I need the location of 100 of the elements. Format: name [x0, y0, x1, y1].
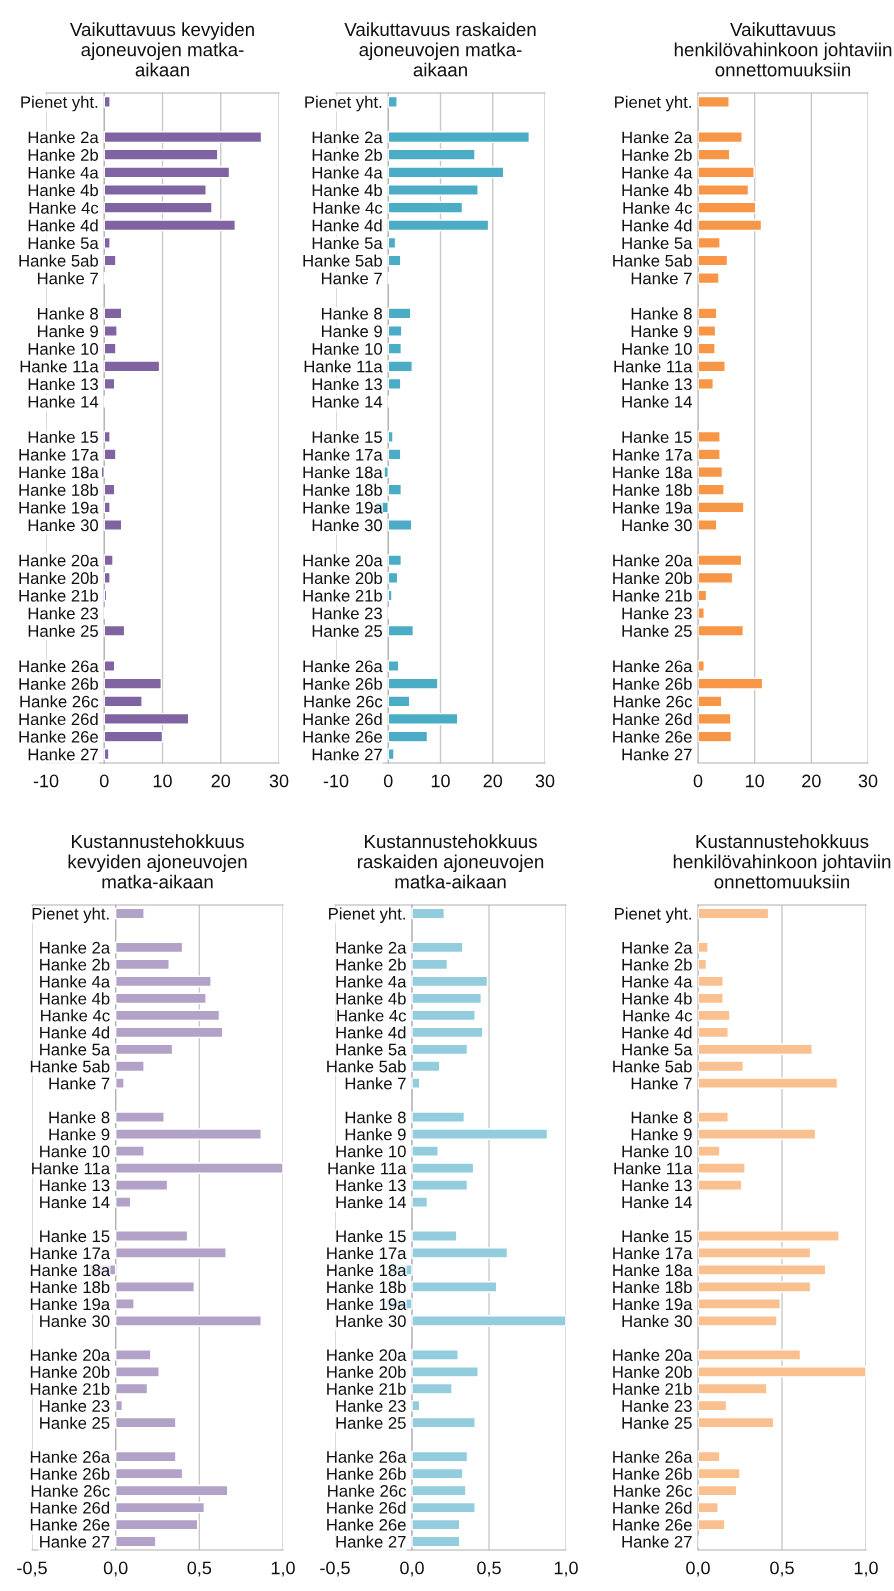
- y-tick-label: Hanke 10: [28, 342, 99, 355]
- y-tick-label: Hanke 27: [622, 748, 692, 761]
- y-tick-label: Hanke 13: [622, 377, 692, 391]
- y-tick-label: Hanke 4a: [28, 166, 99, 179]
- y-tick-label: Hanke 18a: [613, 1263, 693, 1277]
- y-tick-label: Hanke 5a: [40, 1043, 111, 1056]
- y-tick-label: Hanke 26b: [327, 1467, 406, 1480]
- y-tick-label: Hanke 11a: [614, 360, 693, 373]
- y-tick-label: Hanke 18b: [303, 483, 382, 496]
- x-tick-label: 0: [693, 774, 703, 788]
- y-tick-label: Hanke 21b: [19, 589, 98, 602]
- y-tick-label: Hanke 18b: [613, 483, 692, 496]
- y-tick-label: Hanke 20b: [327, 1365, 406, 1378]
- y-tick-label: Hanke 26c: [31, 1484, 110, 1497]
- y-tick-label: Hanke 11a: [32, 1162, 111, 1175]
- y-tick-label: Hanke 26b: [30, 1467, 110, 1480]
- x-tick-label: 1,0: [271, 1561, 295, 1577]
- y-tick-label: Hanke 25: [336, 1416, 406, 1429]
- y-tick-label: Hanke 18b: [30, 1280, 110, 1294]
- y-tick-label: Hanke 20b: [613, 1365, 692, 1378]
- y-tick-label: Hanke 9: [321, 324, 382, 338]
- y-tick-label: Hanke 26d: [30, 1501, 110, 1514]
- x-tick-label: 20: [483, 774, 503, 788]
- x-tick-label: 0: [99, 774, 109, 788]
- x-tick-label: 0,5: [770, 1561, 794, 1577]
- y-tick-label: Hanke 4c: [313, 201, 383, 214]
- y-tick-label: Hanke 14: [40, 1196, 110, 1209]
- y-tick-label: Hanke 20b: [19, 571, 98, 585]
- y-tick-label: Hanke 27: [28, 748, 98, 761]
- y-tick-label: Hanke 2b: [28, 148, 98, 161]
- x-tick-label: 30: [858, 774, 878, 788]
- y-tick-label: Hanke 18a: [327, 1263, 407, 1277]
- y-tick-label: Hanke 10: [622, 342, 692, 355]
- y-tick-label: Hanke 2b: [312, 148, 382, 161]
- y-tick-label: Hanke 4c: [41, 1009, 110, 1022]
- y-tick-label: Hanke 15: [622, 430, 692, 444]
- y-tick-label: Hanke 7: [631, 272, 692, 285]
- y-tick-label: Hanke 20a: [19, 554, 99, 567]
- y-tick-label: Hanke 21b: [303, 589, 382, 602]
- y-tick-label: Pienet yht.: [329, 907, 405, 923]
- y-tick-label: Hanke 2b: [622, 148, 692, 161]
- y-tick-label: Hanke 4b: [28, 183, 98, 197]
- y-tick-label: Hanke 5ab: [613, 254, 692, 267]
- y-tick-label: Hanke 26b: [613, 677, 692, 690]
- x-tick-label: 10: [746, 774, 764, 788]
- y-tick-label: Hanke 4a: [622, 166, 693, 179]
- y-tick-label: Hanke 26a: [327, 1450, 407, 1463]
- y-tick-label: Hanke 4b: [40, 992, 110, 1005]
- y-tick-label: Hanke 2a: [28, 131, 99, 144]
- y-tick-label: Hanke 4c: [29, 201, 99, 214]
- x-tick-label: 0: [383, 774, 393, 788]
- y-tick-label: Hanke 8: [49, 1111, 110, 1124]
- x-tick-label: 30: [535, 774, 555, 788]
- y-tick-label: Hanke 26d: [19, 712, 98, 726]
- y-tick-label: Hanke 30: [28, 518, 99, 532]
- y-tick-label: Hanke 10: [622, 1145, 692, 1158]
- y-tick-label: Hanke 9: [345, 1128, 406, 1141]
- y-tick-label: Hanke 11a: [328, 1162, 407, 1175]
- y-tick-label: Hanke 19a: [613, 1297, 693, 1311]
- y-tick-label: Hanke 17a: [19, 448, 99, 461]
- y-tick-label: Hanke 2a: [336, 941, 407, 954]
- y-tick-label: Hanke 13: [336, 1179, 406, 1192]
- y-tick-label: Hanke 20b: [303, 571, 382, 585]
- y-tick-label: Hanke 30: [336, 1314, 406, 1328]
- y-tick-label: Hanke 27: [336, 1535, 406, 1548]
- y-tick-label: Hanke 7: [345, 1077, 406, 1090]
- y-tick-label: Hanke 4d: [40, 1026, 110, 1039]
- x-tick-label: 0,0: [103, 1561, 128, 1577]
- y-tick-label: Hanke 11a: [20, 360, 99, 373]
- y-tick-label: Hanke 26a: [613, 1450, 693, 1463]
- chart-title: Vaikuttavuus raskaiden ajoneuvojen matka- aikaan: [344, 22, 536, 77]
- y-tick-label: Hanke 4d: [622, 1026, 692, 1039]
- y-tick-label: Hanke 5a: [312, 236, 383, 250]
- y-tick-label: Hanke 27: [312, 748, 382, 761]
- y-tick-label: Hanke 2a: [622, 131, 693, 144]
- y-tick-label: Hanke 7: [37, 272, 98, 285]
- y-tick-label: Hanke 26b: [303, 677, 382, 690]
- y-tick-label: Hanke 13: [622, 1179, 692, 1192]
- y-tick-label: Hanke 26d: [303, 712, 382, 726]
- y-tick-label: Hanke 17a: [30, 1246, 111, 1260]
- y-tick-label: Hanke 17a: [303, 448, 383, 461]
- y-tick-label: Hanke 14: [622, 395, 692, 408]
- y-tick-label: Hanke 7: [49, 1077, 110, 1090]
- y-tick-label: Hanke 4a: [312, 166, 383, 179]
- y-tick-label: Hanke 4b: [622, 992, 692, 1005]
- y-tick-label: Hanke 14: [622, 1196, 692, 1209]
- x-tick-label: 0,0: [686, 1561, 710, 1577]
- y-tick-label: Hanke 9: [49, 1128, 110, 1141]
- y-tick-label: Pienet yht.: [305, 95, 382, 112]
- y-tick-label: Hanke 4d: [28, 219, 98, 232]
- y-tick-label: Hanke 2a: [622, 941, 693, 954]
- y-tick-label: Hanke 4c: [623, 201, 693, 214]
- x-tick-label: 30: [269, 774, 289, 788]
- y-tick-label: Hanke 2a: [40, 941, 111, 954]
- y-tick-label: Hanke 19a: [19, 501, 99, 514]
- y-tick-label: Hanke 17a: [327, 1246, 407, 1260]
- y-tick-label: Hanke 30: [40, 1314, 110, 1328]
- y-tick-label: Hanke 23: [622, 607, 692, 620]
- y-tick-label: Hanke 26a: [30, 1450, 111, 1463]
- y-tick-label: Hanke 18a: [613, 466, 693, 479]
